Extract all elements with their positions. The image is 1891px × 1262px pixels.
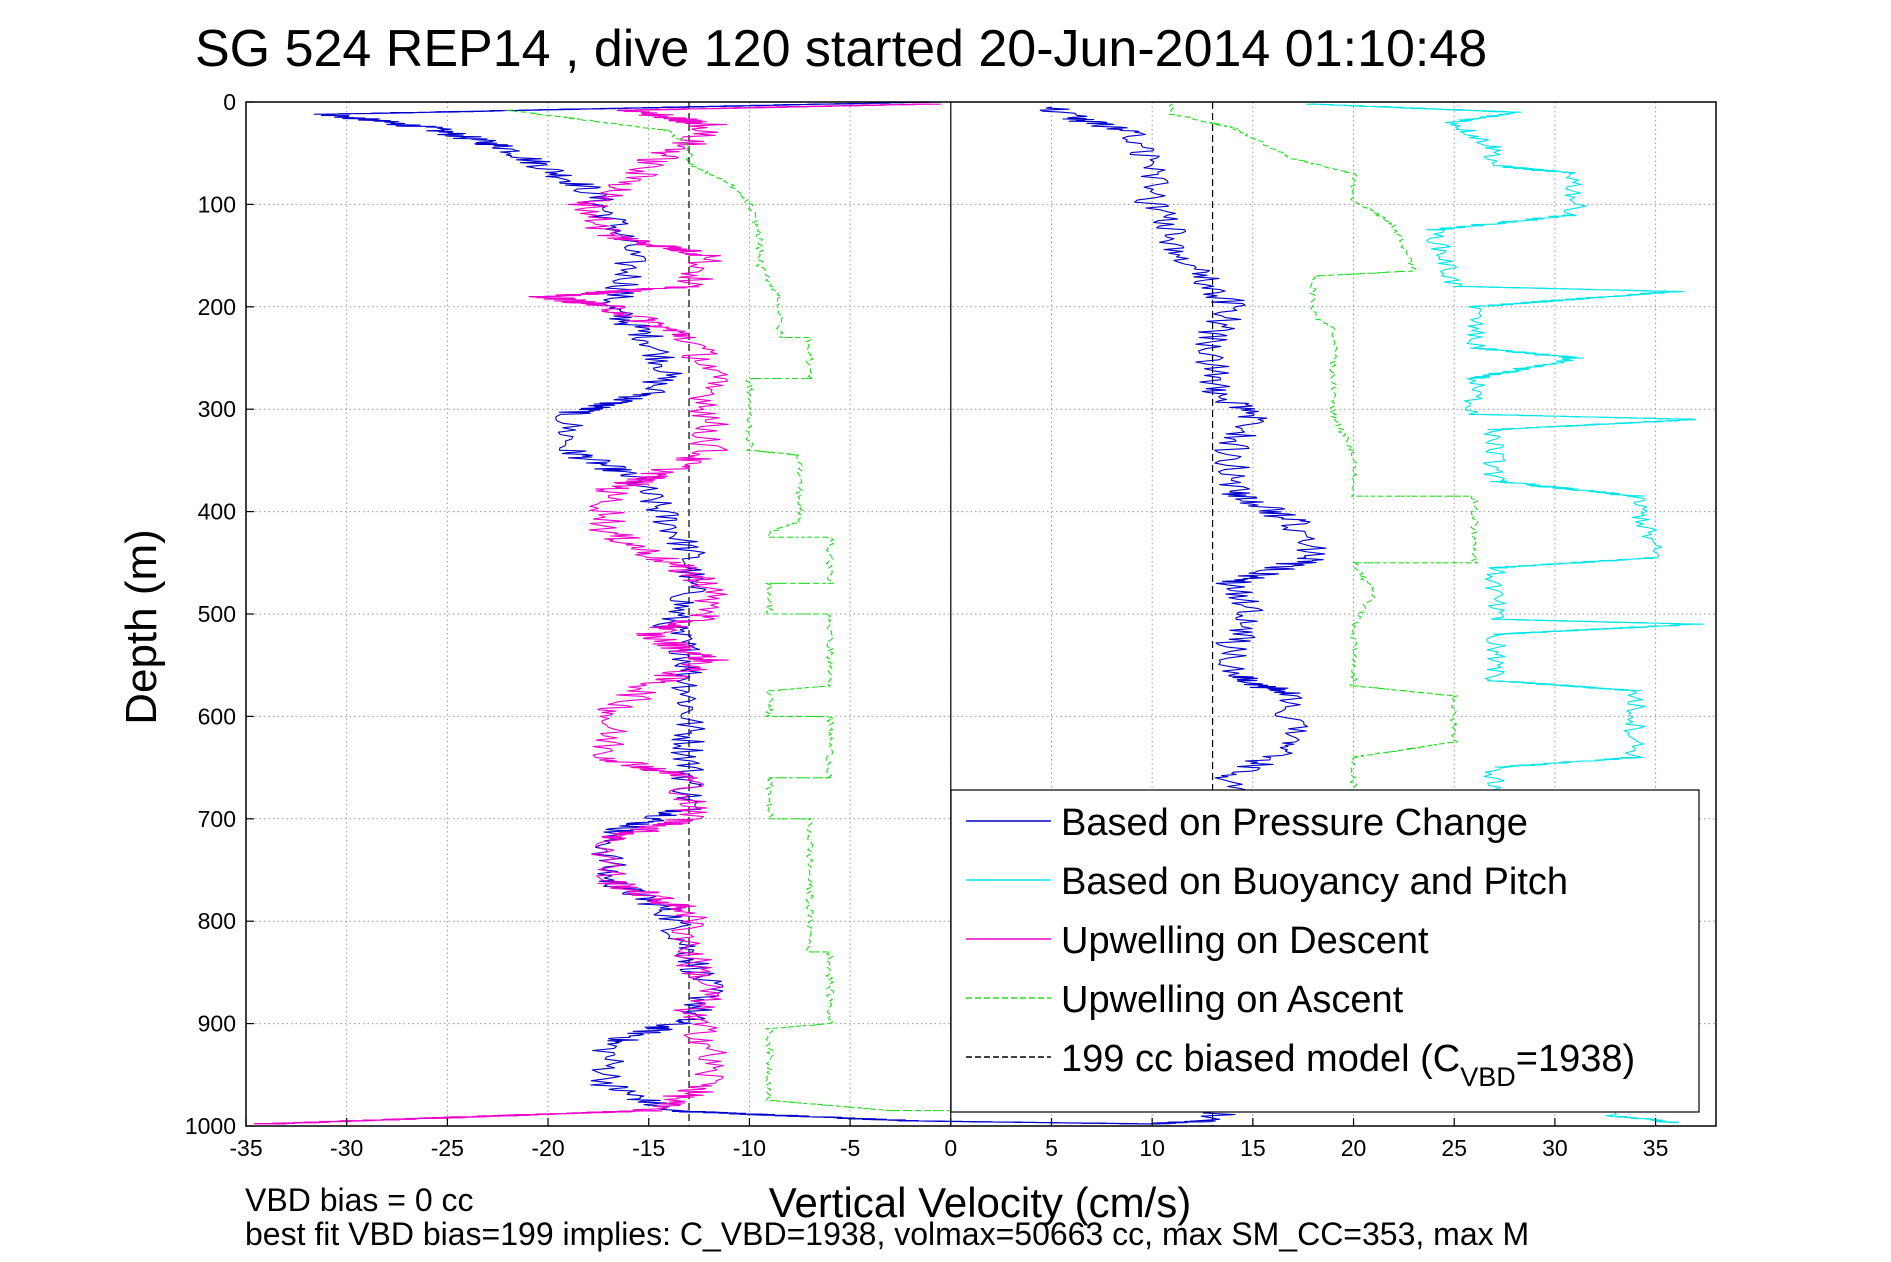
x-tick-label: -5: [840, 1135, 860, 1161]
x-tick-label: -30: [330, 1135, 363, 1161]
x-tick-label: -35: [229, 1135, 262, 1161]
y-tick-label: 600: [198, 703, 236, 729]
x-tick-label: 25: [1441, 1135, 1467, 1161]
legend-label: Upwelling on Descent: [1061, 920, 1429, 962]
x-tick-label: -25: [431, 1135, 464, 1161]
y-tick-label: 200: [198, 294, 236, 320]
x-tick-label: -15: [632, 1135, 665, 1161]
chart-title: SG 524 REP14 , dive 120 started 20-Jun-2…: [195, 20, 1487, 78]
y-tick-label: 400: [198, 499, 236, 525]
y-tick-label: 1000: [185, 1113, 236, 1139]
x-tick-label: -10: [733, 1135, 766, 1161]
x-tick-label: 30: [1542, 1135, 1568, 1161]
legend-box: [950, 789, 1700, 1113]
x-tick-label: 10: [1139, 1135, 1165, 1161]
legend-label: Upwelling on Ascent: [1061, 979, 1404, 1021]
x-ticks: -35 -30 -25 -20 -15 -10 -5 0 5 10 15 20 25 30 35: [229, 1118, 1668, 1161]
legend-label: Based on Buoyancy and Pitch: [1061, 861, 1568, 903]
y-tick-label: 900: [198, 1011, 236, 1037]
y-tick-label: 300: [198, 396, 236, 422]
y-axis-label: Depth (m): [117, 529, 166, 725]
y-ticks: 0 100 200 300 400 500 600 700 800 900 1000: [185, 89, 254, 1139]
y-tick-label: 500: [198, 601, 236, 627]
x-tick-label: 5: [1045, 1135, 1058, 1161]
y-tick-label: 100: [198, 191, 236, 217]
series-line: [313, 101, 1327, 1125]
series-line: [253, 103, 941, 1125]
x-tick-label: 20: [1341, 1135, 1367, 1161]
y-tick-label: 700: [198, 806, 236, 832]
legend-label: Based on Pressure Change: [1061, 802, 1528, 844]
footer-best-fit: best fit VBD bias=199 implies: C_VBD=193…: [245, 1216, 1529, 1252]
x-tick-label: 0: [944, 1135, 957, 1161]
x-tick-label: -20: [531, 1135, 564, 1161]
x-axis-label: Vertical Velocity (cm/s): [769, 1179, 1191, 1226]
legend: Based on Pressure Change Based on Buoyanc…: [950, 789, 1700, 1113]
footer-vbd-bias: VBD bias = 0 cc: [245, 1182, 474, 1218]
x-tick-label: 35: [1643, 1135, 1669, 1161]
x-tick-label: 15: [1240, 1135, 1266, 1161]
y-tick-label: 800: [198, 908, 236, 934]
y-tick-label: 0: [223, 89, 236, 115]
series-line: [1306, 103, 1704, 1124]
